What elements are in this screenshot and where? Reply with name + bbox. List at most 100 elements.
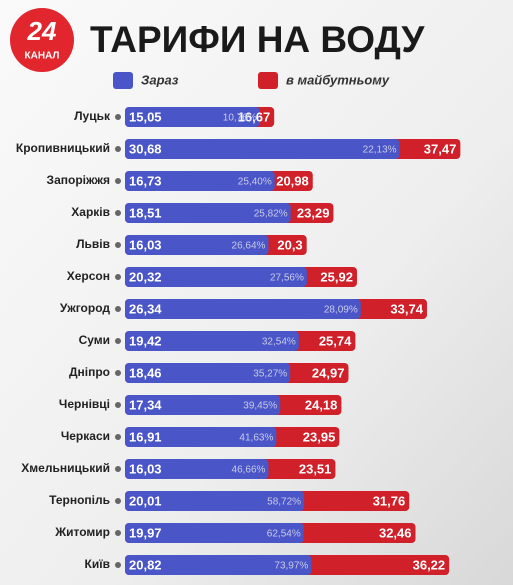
value-label-future: 23,29 [297,205,330,220]
bar-current [125,139,400,159]
logo-number: 24 [27,16,57,46]
value-label-current: 18,51 [129,205,162,220]
value-label-future: 25,92 [320,269,353,284]
bar-current [125,107,260,127]
row-dot [115,434,121,440]
value-label-future: 33,74 [390,301,423,316]
bar-current [125,427,277,447]
value-label-current: 18,46 [129,365,162,380]
row-dot [115,338,121,344]
value-label-future: 31,76 [373,493,406,508]
change-label: 41,63% [239,433,273,444]
row-dot [115,178,121,184]
row-dot [115,210,121,216]
value-label-future: 24,18 [305,397,338,412]
value-label-current: 16,91 [129,429,162,444]
value-label-future: 36,22 [413,557,446,572]
category-label: Тернопіль [49,493,110,507]
category-label: Хмельницький [21,461,110,475]
change-label: 39,45% [243,401,277,412]
value-label-current: 17,34 [129,397,162,412]
row-dot [115,466,121,472]
value-label-future: 25,74 [319,333,352,348]
value-label-current: 19,97 [129,525,162,540]
category-label: Черкаси [61,429,110,443]
bar-current [125,299,361,319]
row-dot [115,498,121,504]
change-label: 35,27% [253,369,287,380]
bar-current [125,331,299,351]
value-label-current: 30,68 [129,141,162,156]
row-dot [115,370,121,376]
category-label: Чернівці [59,397,110,411]
logo-name: КАНАЛ [25,51,60,62]
row-dot [115,306,121,312]
category-label: Запоріжжя [47,173,110,187]
category-label: Львів [76,237,110,251]
change-label: 22,13% [363,145,397,156]
change-label: 58,72% [267,497,301,508]
change-label: 32,54% [262,337,296,348]
bar-current [125,171,275,191]
row-dot [115,146,121,152]
row-dot [115,114,121,120]
category-label: Херсон [67,269,110,283]
bar-current [125,395,281,415]
category-label: Луцьк [74,109,111,123]
value-label-future: 32,46 [379,525,412,540]
bar-current [125,523,304,543]
category-label: Кропивницький [16,141,110,155]
change-label: 25,82% [254,209,288,220]
legend-label: Зараз [141,72,179,87]
change-label: 46,66% [232,465,266,476]
value-label-current: 19,42 [129,333,162,348]
bar-current [125,459,269,479]
bar-current [125,363,291,383]
chart-title: ТАРИФИ НА ВОДУ [90,19,425,60]
bar-current [125,491,305,511]
change-label: 25,40% [238,177,272,188]
value-label-future: 23,51 [299,461,332,476]
bar-current [125,555,312,575]
value-label-future: 16,67 [238,109,271,124]
category-label: Житомир [54,525,110,539]
category-label: Дніпро [69,365,110,379]
value-label-current: 15,05 [129,109,162,124]
change-label: 62,54% [267,529,301,540]
value-label-future: 23,95 [303,429,336,444]
value-label-future: 20,98 [276,173,309,188]
row-dot [115,530,121,536]
row-dot [115,402,121,408]
change-label: 26,64% [232,241,266,252]
change-label: 73,97% [274,561,308,572]
value-label-current: 26,34 [129,301,162,316]
legend-label: в майбутньому [286,72,390,87]
value-label-current: 20,01 [129,493,162,508]
row-dot [115,242,121,248]
value-label-current: 16,73 [129,173,162,188]
value-label-current: 16,03 [129,237,162,252]
value-label-future: 20,3 [277,237,302,252]
logo [10,8,74,72]
legend-swatch [113,72,133,89]
row-dot [115,562,121,568]
value-label-current: 20,82 [129,557,162,572]
bar-current [125,235,269,255]
change-label: 28,09% [324,305,358,316]
change-label: 27,56% [270,273,304,284]
legend-swatch [258,72,278,89]
value-label-future: 37,47 [424,141,457,156]
value-label-current: 20,32 [129,269,162,284]
category-label: Ужгород [60,301,110,315]
category-label: Харків [71,205,110,219]
value-label-future: 24,97 [312,365,345,380]
bar-current [125,267,307,287]
bar-current [125,203,291,223]
value-label-current: 16,03 [129,461,162,476]
change-label: 10,76% [223,113,257,124]
category-label: Київ [85,557,110,571]
row-dot [115,274,121,280]
category-label: Суми [79,333,110,347]
